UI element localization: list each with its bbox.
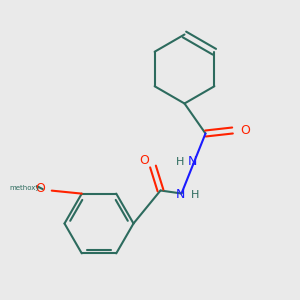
Text: O: O [35, 182, 45, 195]
Text: O: O [240, 124, 250, 137]
Text: methoxy: methoxy [10, 185, 40, 191]
Text: N: N [187, 155, 197, 169]
Text: N: N [175, 188, 185, 202]
Text: H: H [176, 157, 184, 167]
Text: O: O [139, 154, 149, 167]
Text: H: H [191, 190, 199, 200]
